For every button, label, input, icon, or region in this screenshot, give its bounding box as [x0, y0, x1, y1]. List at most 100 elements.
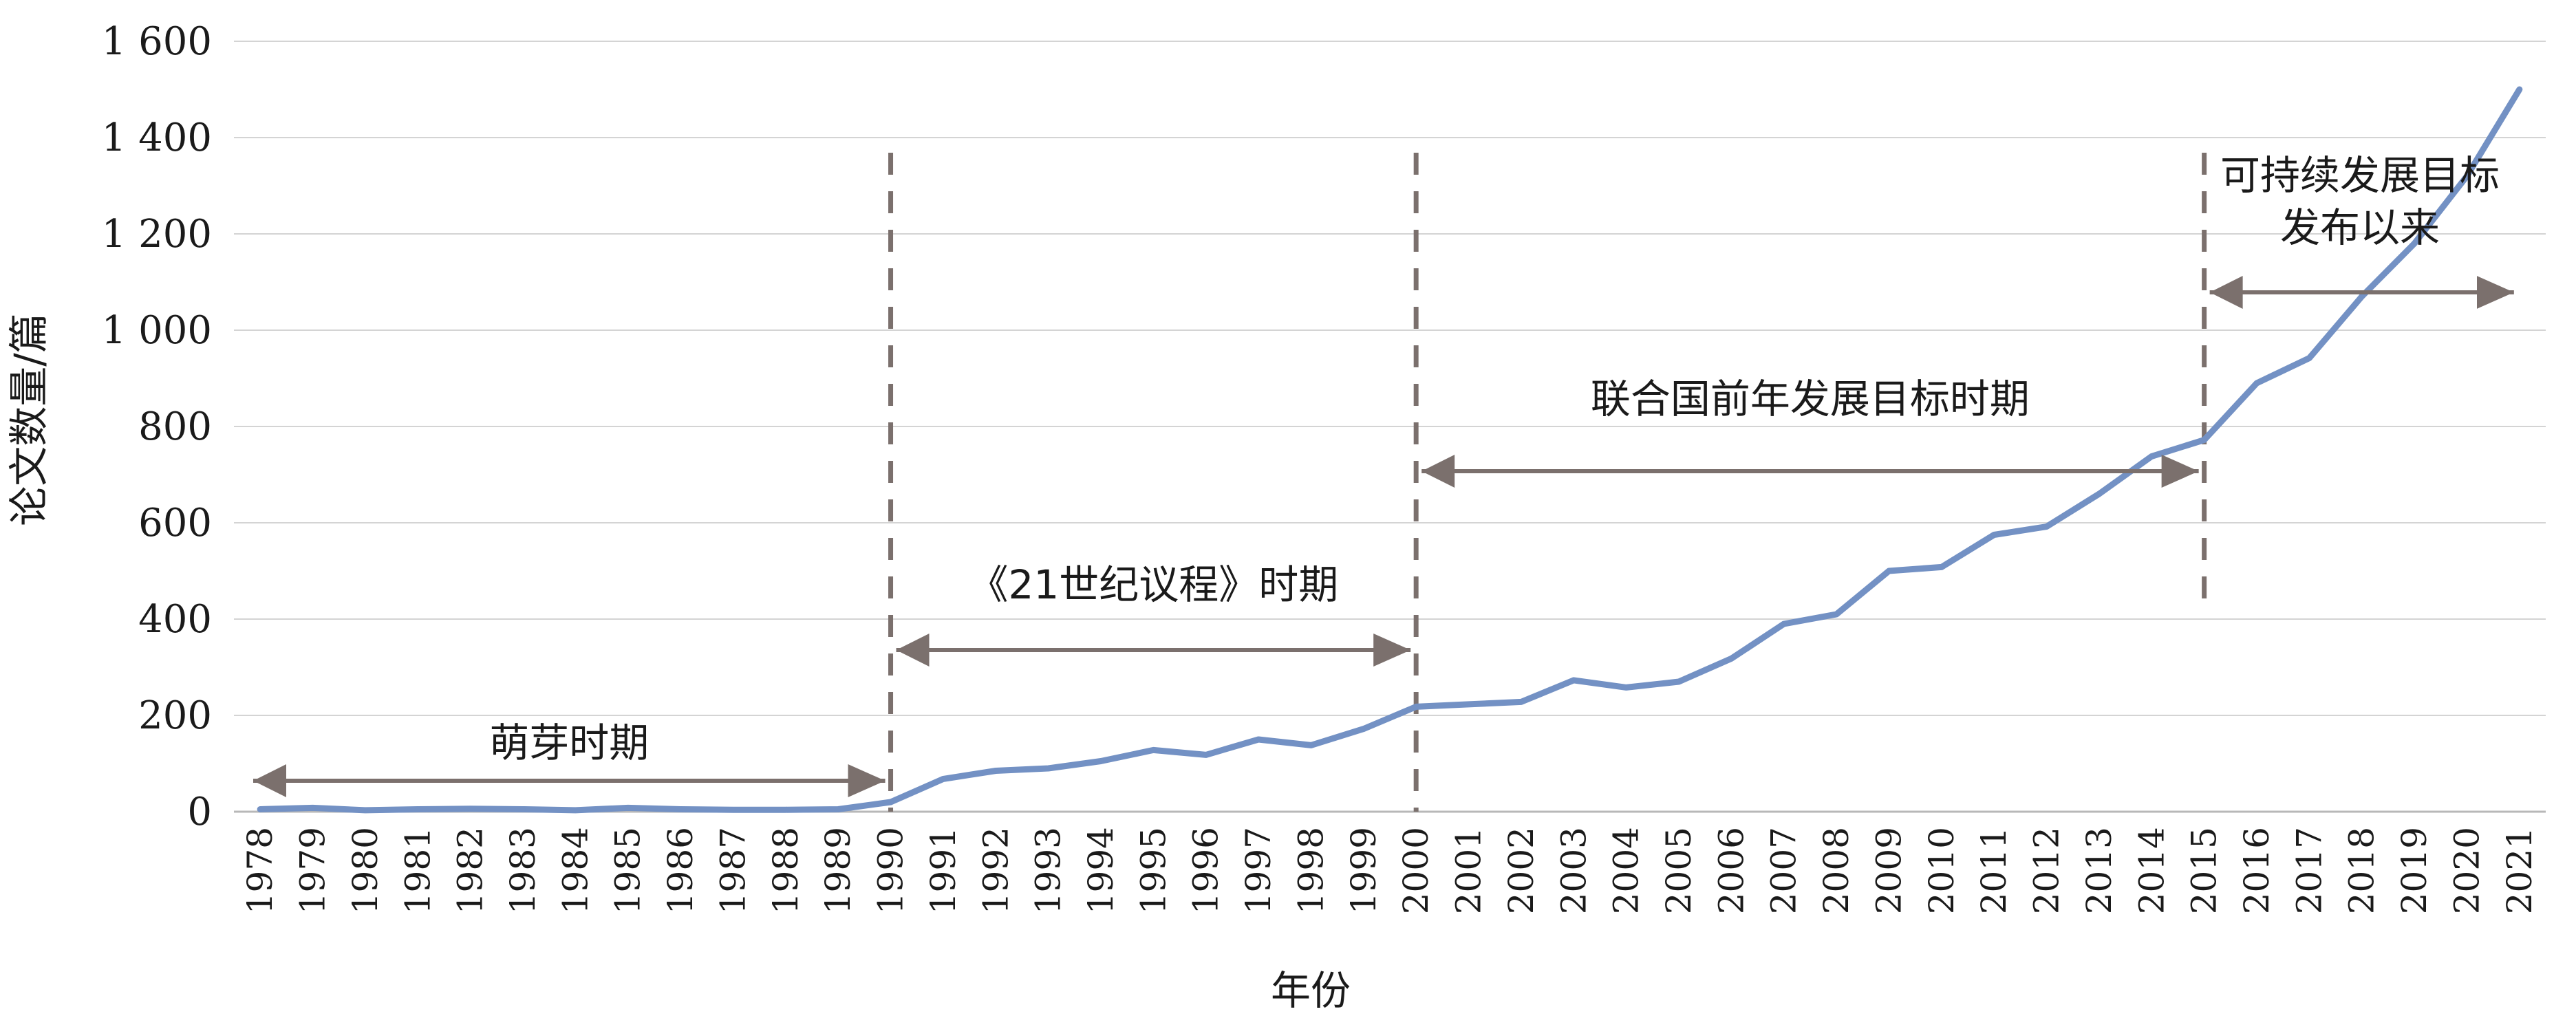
data-point [520, 806, 526, 812]
x-tick-label: 2001 [1449, 827, 1489, 914]
x-tick-label: 1994 [1081, 827, 1121, 914]
x-tick-label: 1991 [923, 827, 963, 914]
data-point [888, 799, 894, 805]
x-tick-label: 1984 [555, 827, 595, 914]
y-tick-label: 1 000 [102, 308, 212, 353]
x-tick-label: 1978 [240, 827, 280, 914]
data-point [467, 806, 473, 812]
data-point [1571, 677, 1577, 683]
x-tick-label: 2007 [1764, 827, 1804, 914]
x-tick-label: 2016 [2237, 827, 2277, 914]
x-tick-label: 1995 [1133, 827, 1173, 914]
x-axis: 1978 1979 1980 1981 1982 1983 1984 1985 1986 1987… [240, 827, 2540, 914]
x-tick-label: 1981 [398, 827, 438, 914]
data-point [310, 805, 316, 811]
data-point [1991, 532, 1997, 538]
x-tick-label: 1992 [976, 827, 1016, 914]
period-label-line: 发布以来 [2280, 204, 2440, 251]
x-tick-label: 2017 [2289, 827, 2329, 914]
y-tick-label: 800 [138, 404, 212, 449]
data-point [1308, 742, 1314, 748]
data-point [2516, 87, 2522, 92]
x-tick-label: 1990 [871, 827, 911, 914]
data-point [1413, 704, 1419, 710]
x-tick-label: 2012 [2027, 827, 2067, 914]
period-label-line: 可持续发展目标 [2220, 152, 2500, 199]
data-point [1834, 612, 1840, 617]
period-label: 《21世纪议程》时期 [968, 561, 1338, 608]
data-point [415, 806, 421, 812]
data-point [1676, 679, 1682, 684]
x-tick-label: 1985 [608, 827, 648, 914]
x-tick-label: 2019 [2394, 827, 2434, 914]
x-tick-label: 1983 [503, 827, 543, 914]
data-point [1466, 701, 1472, 707]
data-point [2464, 173, 2470, 179]
data-point [2043, 523, 2050, 530]
period-label: 可持续发展目标发布以来 [2220, 152, 2500, 251]
data-point [1728, 656, 1735, 662]
y-tick-label: 1 600 [102, 19, 212, 64]
x-tick-label: 2015 [2185, 827, 2224, 914]
x-tick-label: 2010 [1922, 827, 1962, 914]
x-tick-label: 1980 [345, 827, 385, 914]
data-series [257, 86, 2523, 814]
y-tick-label: 600 [138, 501, 212, 545]
y-axis: 0 200 400 600 800 1 000 1 200 1 400 1 600 [102, 19, 212, 834]
data-point [2254, 380, 2260, 386]
x-tick-label: 2020 [2447, 827, 2487, 914]
series-line [257, 86, 2523, 814]
x-tick-label: 1988 [766, 827, 806, 914]
x-tick-label: 2006 [1711, 827, 1751, 914]
x-tick-label: 1997 [1238, 827, 1278, 914]
x-tick-label: 1986 [661, 827, 700, 914]
x-tick-label: 2004 [1607, 827, 1646, 914]
x-tick-label: 2018 [2342, 827, 2382, 914]
x-tick-label: 1999 [1344, 827, 1384, 914]
data-point [835, 806, 841, 812]
x-tick-label: 2003 [1554, 827, 1593, 914]
data-point [2412, 241, 2418, 246]
x-tick-label: 2011 [1974, 827, 2014, 914]
data-point [1045, 766, 1051, 771]
data-point [1360, 726, 1366, 732]
data-point [1256, 737, 1262, 742]
x-tick-label: 1998 [1291, 827, 1331, 914]
x-tick-label: 2000 [1396, 827, 1436, 914]
data-point [2201, 437, 2207, 443]
data-point [1203, 752, 1209, 758]
data-point [1886, 568, 1892, 574]
x-tick-label: 1996 [1186, 827, 1226, 914]
x-tick-label: 1979 [293, 827, 333, 914]
x-tick-label: 2009 [1869, 827, 1909, 914]
period-label: 萌芽时期 [489, 720, 649, 766]
data-point [362, 807, 368, 813]
x-tick-label: 1993 [1029, 827, 1069, 914]
data-point [2359, 294, 2365, 299]
data-point [993, 768, 999, 774]
data-point [257, 806, 264, 812]
data-point [1938, 564, 1944, 570]
data-point [625, 805, 631, 811]
y-axis-title: 论文数量/篇 [6, 313, 52, 526]
data-point [782, 807, 788, 813]
data-point [2306, 355, 2312, 361]
y-tick-label: 200 [138, 693, 212, 738]
period-label: 联合国前年发展目标时期 [1591, 376, 2030, 422]
period-dividers [888, 153, 2207, 812]
data-point [1781, 621, 1787, 627]
data-point [1098, 758, 1104, 764]
x-tick-label: 2005 [1659, 827, 1699, 914]
x-tick-label: 1987 [713, 827, 753, 914]
period-annotations: 萌芽时期 《21世纪议程》时期 联合国前年发展目标时期 可持续发展目标发布以来 [253, 152, 2514, 797]
y-tick-label: 1 400 [102, 116, 212, 160]
data-point [1150, 747, 1157, 753]
y-tick-label: 0 [187, 790, 212, 834]
data-point [730, 807, 736, 813]
data-point [1623, 684, 1629, 691]
y-tick-label: 400 [138, 597, 212, 642]
y-tick-label: 1 200 [102, 212, 212, 257]
x-tick-label: 2008 [1816, 827, 1856, 914]
x-tick-label: 2013 [2079, 827, 2119, 914]
